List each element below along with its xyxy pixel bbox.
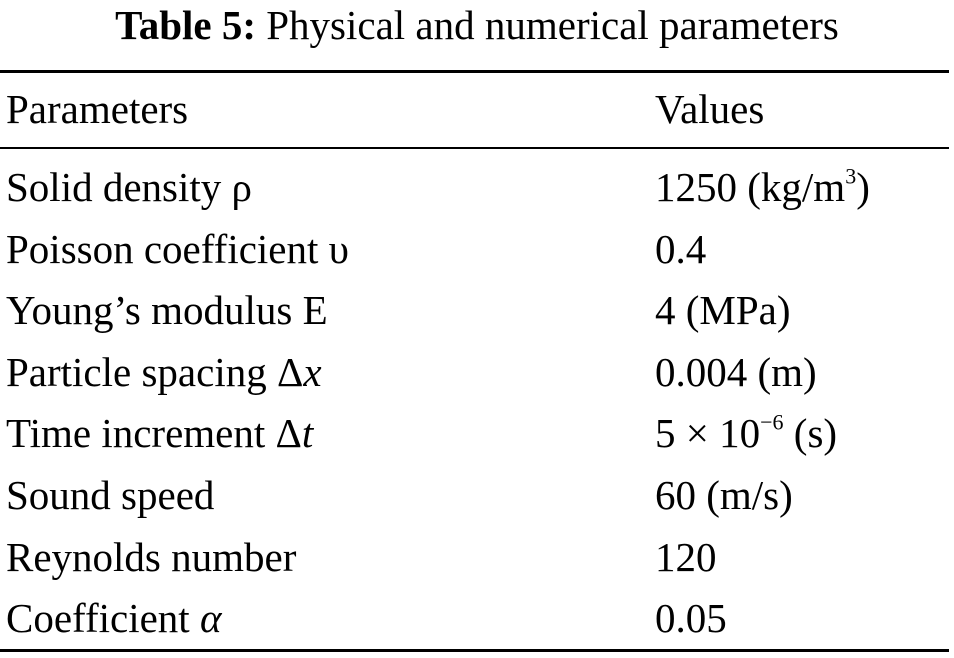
table-row: Solid density ρ 1250 (kg/m3) (0, 158, 949, 216)
parameter-symbol-variable: x (303, 348, 322, 395)
value-text: 4 (MPa) (655, 287, 791, 334)
parameter-name: Poisson coefficient (6, 225, 319, 272)
value-cell: 0.05 (655, 589, 727, 647)
value-text: 0.004 (m) (655, 348, 817, 395)
parameter-cell: Sound speed (6, 466, 214, 524)
table-caption-title: Physical and numerical parameters (266, 2, 839, 48)
value-text: 120 (655, 533, 717, 580)
parameter-cell: Time increment Δt (6, 404, 313, 462)
parameter-cell: Particle spacing Δx (6, 343, 322, 401)
table-row: Coefficient α 0.05 (0, 589, 949, 647)
parameter-symbol: ρ (231, 164, 252, 210)
table-row: Sound speed 60 (m/s) (0, 466, 949, 524)
parameter-cell: Young’s modulus E (6, 281, 328, 339)
table-header-rule (0, 147, 949, 149)
value-text: 5 × 10 (655, 410, 761, 457)
value-cell: 120 (655, 528, 717, 586)
parameter-symbol: Δ (276, 348, 304, 395)
value-suffix: (s) (783, 410, 838, 457)
parameter-name: Coefficient (6, 595, 190, 642)
value-text: 60 (m/s) (655, 472, 793, 518)
value-cell: 60 (m/s) (655, 466, 793, 524)
parameter-symbol: α (199, 595, 222, 642)
parameter-cell: Reynolds number (6, 528, 296, 586)
table-row: Poisson coefficient υ 0.4 (0, 220, 949, 278)
parameter-name: Young’s modulus (6, 287, 293, 334)
table-bottom-rule (0, 649, 949, 652)
value-superscript: 3 (845, 163, 857, 189)
parameter-cell: Poisson coefficient υ (6, 220, 349, 278)
parameter-symbol: E (302, 287, 328, 334)
parameter-cell: Solid density ρ (6, 158, 252, 216)
parameter-cell: Coefficient α (6, 589, 221, 647)
value-cell: 4 (MPa) (655, 281, 791, 339)
table-row: Young’s modulus E 4 (MPa) (0, 281, 949, 339)
table-row: Time increment Δt 5 × 10−6 (s) (0, 404, 949, 462)
table-header-row: Parameters Values (0, 80, 949, 138)
parameter-name: Reynolds number (6, 533, 297, 580)
value-text: 0.4 (655, 225, 707, 272)
table-row: Reynolds number 120 (0, 528, 949, 586)
header-values: Values (655, 86, 765, 132)
parameter-name: Solid density (6, 164, 222, 210)
table-top-rule (0, 70, 949, 73)
parameter-name: Particle spacing (6, 348, 267, 395)
parameter-symbol: Δ (275, 410, 302, 457)
value-text: 0.05 (655, 595, 727, 642)
table-caption-label: Table 5: (115, 2, 256, 48)
value-cell: 5 × 10−6 (s) (655, 404, 837, 462)
parameter-symbol-variable: t (301, 410, 314, 457)
parameter-symbol: υ (328, 225, 349, 272)
value-text: 1250 (kg/m (655, 164, 846, 210)
value-superscript: −6 (760, 409, 784, 435)
value-cell: 1250 (kg/m3) (655, 158, 870, 216)
table-row: Particle spacing Δx 0.004 (m) (0, 343, 949, 401)
value-cell: 0.004 (m) (655, 343, 817, 401)
parameter-name: Time increment (6, 410, 266, 457)
parameter-name: Sound speed (6, 472, 215, 518)
table-caption: Table 5: Physical and numerical paramete… (0, 2, 954, 48)
header-parameters: Parameters (6, 86, 189, 132)
value-suffix: ) (856, 164, 870, 210)
value-cell: 0.4 (655, 220, 706, 278)
